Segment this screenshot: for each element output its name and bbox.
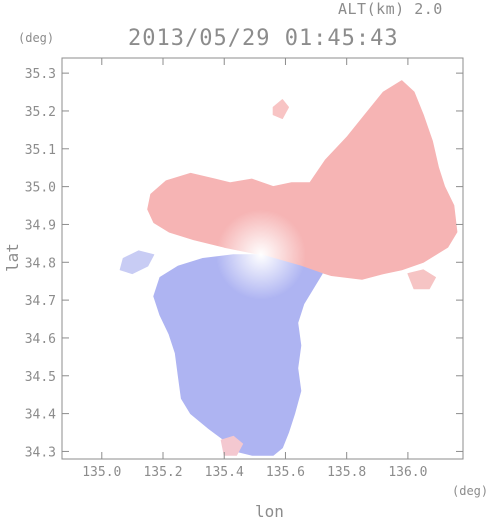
x-tick-label: 135.8 (327, 465, 366, 480)
x-tick-label: 136.0 (388, 465, 427, 480)
plot-frame (61, 57, 464, 460)
y-tick-label: 34.3 (25, 445, 56, 460)
timestamp-title: 2013/05/29 01:45:43 (128, 26, 399, 51)
x-axis-unit: (deg) (452, 484, 489, 498)
y-tick-label: 34.9 (25, 218, 56, 233)
y-tick-label: 35.0 (25, 181, 56, 196)
x-tick-label: 135.0 (82, 465, 121, 480)
y-tick-label: 35.1 (25, 143, 56, 158)
y-axis-unit: (deg) (18, 31, 55, 45)
altitude-label: ALT(km) 2.0 (338, 0, 443, 18)
y-tick-label: 35.2 (25, 105, 56, 120)
radar-center-fade (215, 209, 306, 300)
x-axis-ticks: 135.0 135.2 135.4 135.6 135.8 136.0 (82, 58, 427, 480)
region-west-approaching (119, 250, 155, 275)
y-axis-ticks: 34.3 34.4 34.5 34.6 34.7 34.8 34.9 35.0 35.1 35.2… (25, 67, 463, 460)
y-tick-label: 34.5 (25, 370, 56, 385)
region-east-speckle (407, 269, 436, 290)
y-tick-label: 34.6 (25, 332, 56, 347)
region-south-speckle (220, 435, 244, 456)
region-northwest-receding (272, 99, 289, 119)
x-tick-label: 135.6 (266, 465, 305, 480)
x-tick-label: 135.2 (143, 465, 182, 480)
y-tick-label: 34.8 (25, 256, 56, 271)
y-tick-label: 34.4 (25, 408, 56, 423)
y-tick-label: 35.3 (25, 67, 56, 82)
x-tick-label: 135.4 (205, 465, 244, 480)
x-axis-label: lon (255, 502, 284, 521)
y-tick-label: 34.7 (25, 294, 56, 309)
